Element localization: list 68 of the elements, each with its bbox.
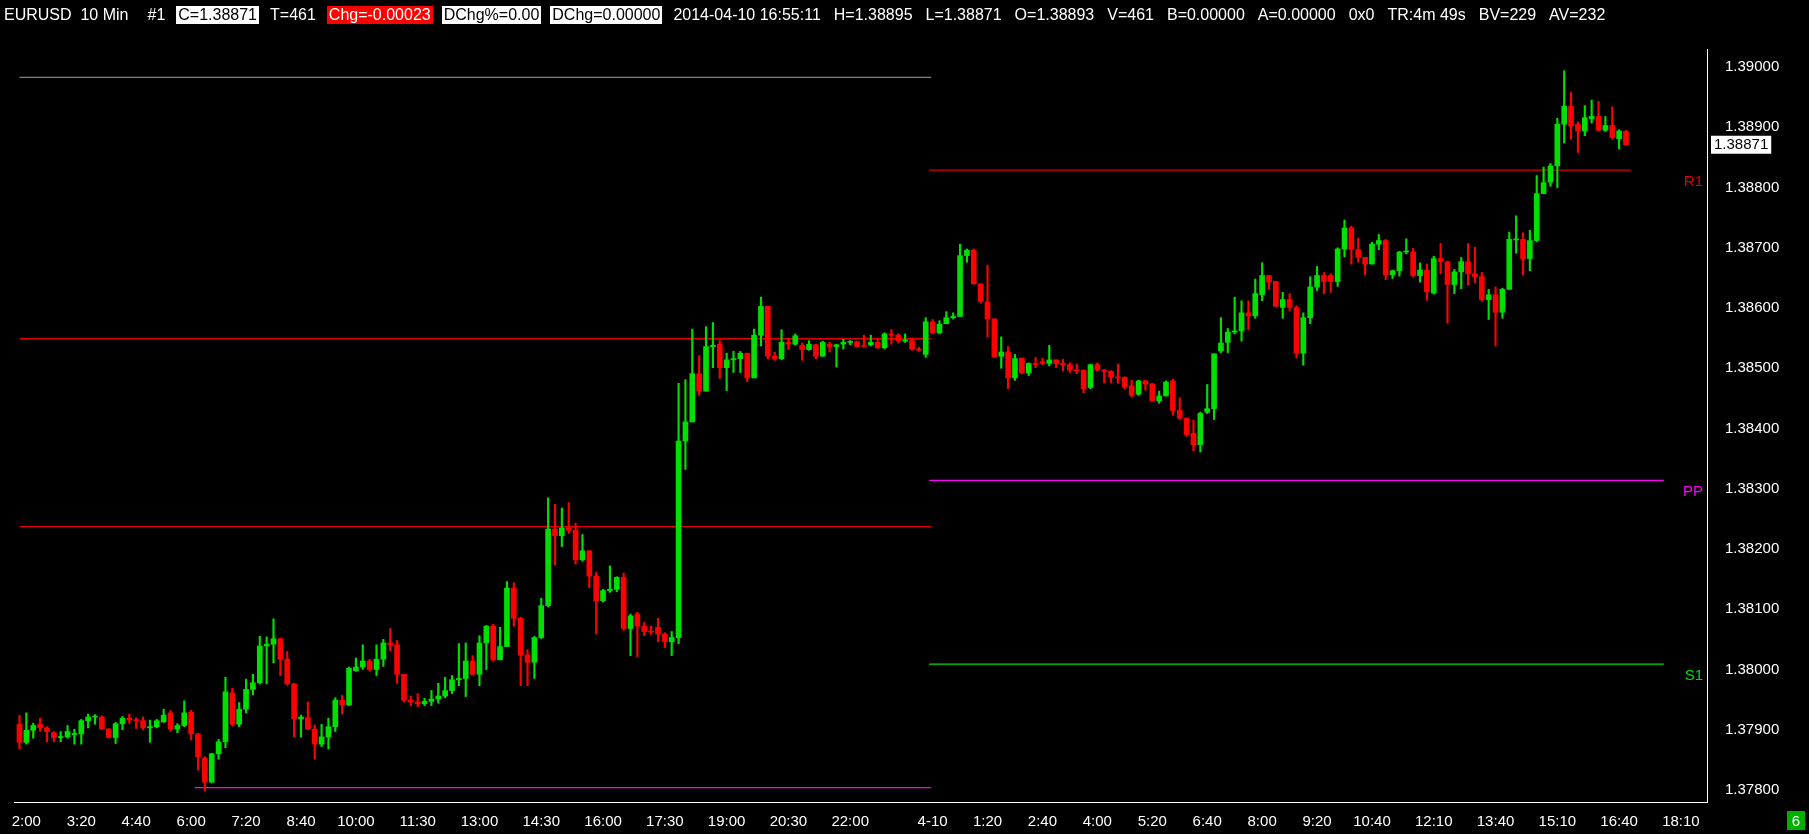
x-tick-label: 15:10 <box>1538 812 1577 830</box>
text: AV=232 <box>1548 6 1607 24</box>
x-tick-label: 6:40 <box>1192 812 1222 830</box>
x-tick-label: 5:20 <box>1137 812 1167 830</box>
x-tick-label: 10:00 <box>337 812 375 830</box>
text: V=461 <box>1106 6 1155 24</box>
text: 0x0 <box>1347 6 1376 24</box>
text: O=1.38893 <box>1013 6 1096 24</box>
text: #1 <box>146 6 167 24</box>
series-label: PP <box>1682 482 1703 500</box>
text: DChg=0.00000 <box>550 6 663 24</box>
y-tick-label: 1.38800 <box>1725 177 1780 195</box>
text: H=1.38895 <box>832 6 914 24</box>
text: 1.38871 <box>1714 134 1769 152</box>
x-tick-label: 13:40 <box>1476 812 1515 830</box>
x-tick-label: 16:00 <box>584 812 622 830</box>
y-tick-label: 1.38400 <box>1725 418 1780 436</box>
x-tick-label: 10:40 <box>1353 812 1391 830</box>
x-tick-label: 2:00 <box>11 812 41 830</box>
y-tick-label: 1.38200 <box>1725 539 1780 557</box>
y-tick-label: 1.38900 <box>1725 117 1780 135</box>
candlestick <box>991 318 998 358</box>
y-tick-label: 1.39000 <box>1725 57 1780 75</box>
x-tick-label: 4-10 <box>917 812 948 830</box>
x-tick-label: 16:40 <box>1600 812 1638 830</box>
x-tick-label: 1:20 <box>972 812 1003 830</box>
chart-title: EURUSD 10 Min <box>4 6 129 24</box>
candlestick <box>1149 383 1156 402</box>
text: R1 <box>1683 172 1703 190</box>
text: L=1.38871 <box>924 6 1003 24</box>
y-tick-label: 1.38500 <box>1725 358 1780 376</box>
y-tick-label: 1.38100 <box>1725 599 1780 617</box>
x-tick-label: 11:30 <box>399 812 436 830</box>
x-tick-label: 8:40 <box>286 812 316 830</box>
x-tick-label: 20:30 <box>769 812 808 830</box>
y-tick-label: 1.38300 <box>1725 478 1780 496</box>
text: Chg=-0.00023 <box>326 6 433 24</box>
series-label: S1 <box>1684 666 1703 684</box>
text: A=0.00000 <box>1256 6 1337 24</box>
x-tick-label: 4:40 <box>121 812 151 830</box>
x-tick-label: 8:00 <box>1247 812 1277 830</box>
x-tick-label: 9:20 <box>1302 812 1332 830</box>
x-tick-label: 6:00 <box>176 812 206 830</box>
y-tick-label: 1.38700 <box>1725 237 1780 255</box>
candlestick <box>1019 357 1025 375</box>
x-tick-label: 17:30 <box>646 812 684 830</box>
text: T=461 <box>269 6 317 24</box>
x-tick-label: 2:40 <box>1027 812 1058 830</box>
text: B=0.00000 <box>1165 6 1246 24</box>
text: DChg%=0.00 <box>441 6 542 24</box>
text: 6 <box>1786 811 1805 830</box>
x-tick-label: 19:00 <box>707 812 746 830</box>
x-tick-label: 14:30 <box>522 812 561 830</box>
x-tick-label: 18:10 <box>1662 812 1700 830</box>
x-tick-label: 7:20 <box>231 812 261 830</box>
text: 2014-04-10 16:55:11 <box>672 6 822 24</box>
y-tick-label: 1.38600 <box>1725 298 1780 316</box>
x-tick-label: 13:00 <box>460 812 499 830</box>
x-tick-label: 22:00 <box>831 812 869 830</box>
y-tick-label: 1.37800 <box>1725 780 1780 798</box>
x-tick-label: 12:10 <box>1414 812 1453 830</box>
text: C=1.38871 <box>176 6 260 24</box>
y-tick-label: 1.37900 <box>1725 719 1780 737</box>
text: TR:4m 49s <box>1386 6 1467 24</box>
x-tick-label: 3:20 <box>66 812 96 830</box>
y-tick-label: 1.38000 <box>1725 659 1780 677</box>
text: BV=229 <box>1477 6 1538 24</box>
x-tick-label: 4:00 <box>1082 812 1112 830</box>
